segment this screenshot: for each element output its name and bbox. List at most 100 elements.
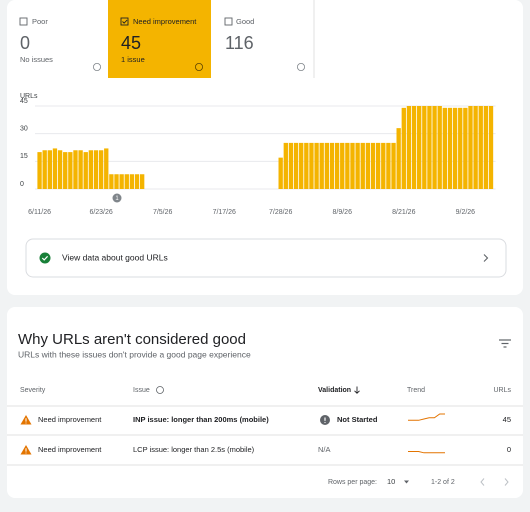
bar [129,174,135,189]
bar [104,148,109,189]
bar [88,150,94,189]
chart: 0 15 30 45 6/11/26 6/23/26 7/5/26 7/17/26 7/28/2… [20,98,496,216]
bar [422,106,427,189]
tab-good[interactable]: Good 116 [224,0,315,78]
tab-note: No issues [20,55,53,64]
bar [463,107,468,189]
bar [406,106,412,189]
next-page[interactable] [504,478,509,486]
bar [355,142,360,189]
x-tick-label: 7/5/26 [153,209,173,216]
annotation-marker[interactable] [112,193,122,203]
bar [314,142,319,189]
x-tick-label: 7/17/26 [213,209,236,216]
column-header: Severity [20,387,46,394]
bar [411,106,417,189]
bar [447,107,453,189]
bar [293,142,299,189]
filter-icon[interactable] [499,339,511,348]
tab-count: 45 [121,33,141,53]
rows-per-page-label: Rows per page: [328,479,377,486]
bar [340,142,345,189]
bar [37,152,42,189]
link-text[interactable]: View data about good URLs [62,252,168,262]
tab-count: 0 [20,33,30,53]
bar [319,142,324,189]
tab-need-improvement[interactable]: Need improvement 45 1 issue [108,0,211,78]
checkbox[interactable] [19,17,28,26]
tab-label: Good [236,17,254,26]
y-tick-label: 45 [20,98,28,105]
issue: INP issue: longer than 200ms (mobile) [133,415,269,424]
column-header[interactable]: Validation [318,387,351,394]
bar [488,106,494,189]
help-icon[interactable] [93,63,102,72]
bar [386,142,391,189]
bar [345,142,350,189]
tab-label: Need improvement [133,17,197,26]
bar [52,148,58,189]
help-icon[interactable] [296,63,305,72]
bar [427,106,432,189]
issue-row[interactable]: Need improvement LCP issue: longer than 2… [20,445,512,455]
prev-page[interactable] [480,478,485,486]
warning-glyph [25,422,27,424]
x-tick-label: 6/11/26 [28,209,51,216]
y-tick-label: 30 [20,126,28,133]
panel-subtitle: URLs with these issues don't provide a g… [18,349,251,359]
chevron [483,254,489,262]
help-icon[interactable] [194,63,203,72]
bar [304,142,309,189]
bar [283,142,288,189]
x-tick-label: 6/23/26 [89,209,112,216]
bar [437,106,442,189]
bar [278,157,283,189]
bar [98,150,104,189]
good-urls-link[interactable]: View data about good URLs [25,238,507,278]
bar [375,142,381,189]
url-count: 0 [507,445,511,454]
checkbox[interactable] [224,17,233,26]
bar [42,150,47,189]
column-header: Trend [407,387,425,394]
bar [57,150,63,189]
tab-count: 116 [225,33,254,53]
bar [417,106,422,189]
bar [299,142,304,189]
y-axis-label: URLs [20,93,38,100]
bar [68,152,73,189]
bar [432,106,437,189]
bar [452,107,458,189]
x-tick-label: 8/9/26 [333,209,353,216]
annotation-label[interactable]: 1 [115,196,119,202]
bar [396,128,401,189]
check-mark [41,255,49,261]
validation: Not Started [337,415,378,424]
dropdown-arrow[interactable] [404,480,409,484]
tab-poor[interactable]: Poor 0 No issues [19,17,102,72]
rows-per-page[interactable]: 10 [387,477,395,486]
x-tick-label: 7/28/26 [269,209,292,216]
bar [124,174,129,189]
bar [365,142,371,189]
bar [119,174,124,189]
issues-card [7,307,523,498]
tab-note: 1 issue [121,55,145,64]
bar [350,142,355,189]
checkbox[interactable] [120,17,129,26]
bar [370,142,376,189]
help-icon[interactable] [156,386,164,394]
url-count: 45 [503,415,511,424]
y-tick-label: 0 [20,181,24,188]
link-card[interactable] [25,238,507,278]
bar [329,142,335,189]
warning-glyph [25,452,27,454]
y-tick-label: 15 [20,153,28,160]
bar [381,142,386,189]
bar [360,142,365,189]
issue-row[interactable]: Need improvement INP issue: longer than 2… [20,413,512,425]
bar [83,152,88,189]
bar [334,142,340,189]
